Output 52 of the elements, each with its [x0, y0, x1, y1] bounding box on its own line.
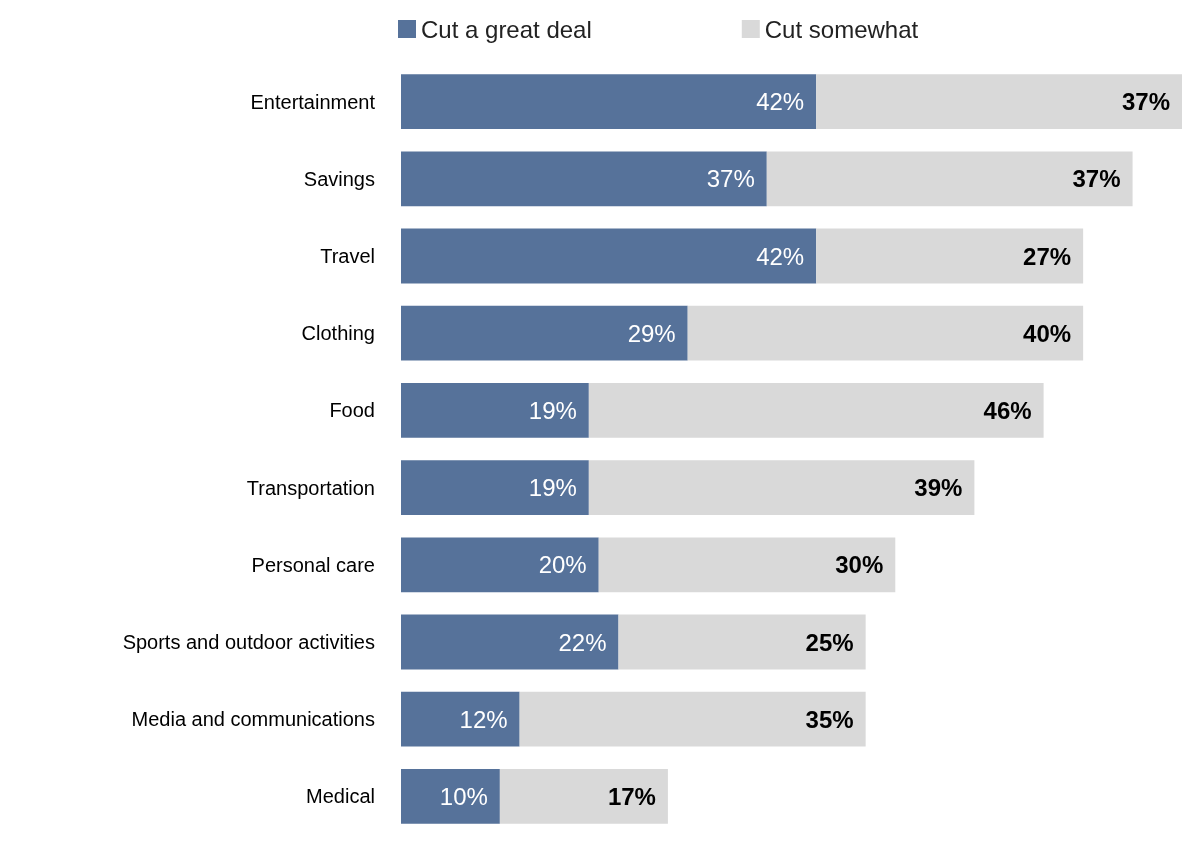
data-label: 22%	[558, 628, 607, 656]
bar	[588, 382, 1044, 438]
bar	[401, 228, 817, 284]
data-label: 10%	[439, 782, 488, 810]
bar	[401, 382, 589, 438]
y-tick-label: Food	[329, 399, 375, 422]
data-label: 29%	[627, 319, 676, 347]
data-label: 19%	[528, 396, 577, 424]
bar	[401, 151, 767, 207]
bar	[401, 305, 688, 361]
bar	[499, 768, 668, 824]
data-label: 17%	[607, 782, 656, 810]
bar	[687, 305, 1084, 361]
data-label: 40%	[1023, 319, 1072, 347]
bar	[598, 537, 896, 593]
data-label: 27%	[1023, 242, 1072, 270]
data-label: 42%	[756, 88, 805, 116]
bar	[401, 74, 817, 130]
data-label: 39%	[914, 474, 963, 502]
y-tick-label: Transportation	[246, 476, 375, 499]
bar	[618, 614, 866, 670]
data-label: 35%	[805, 705, 854, 733]
bar	[401, 691, 520, 747]
y-tick-label: Entertainment	[250, 90, 376, 113]
data-label: 19%	[528, 474, 577, 502]
data-label: 20%	[538, 551, 587, 579]
legend-label: Cut somewhat	[764, 15, 919, 43]
bar	[588, 460, 975, 516]
data-label: 25%	[805, 628, 854, 656]
data-label: 42%	[756, 242, 805, 270]
bar	[401, 537, 599, 593]
bar	[519, 691, 866, 747]
y-tick-label: Sports and outdoor activities	[122, 631, 375, 653]
data-label: 37%	[706, 165, 755, 193]
bar	[401, 460, 589, 516]
data-label: 37%	[1072, 165, 1121, 193]
data-label: 37%	[1121, 88, 1170, 116]
bar	[816, 74, 1182, 130]
bar	[401, 614, 619, 670]
bar	[766, 151, 1133, 207]
y-tick-label: Medical	[306, 785, 375, 808]
legend-label: Cut a great deal	[421, 15, 592, 43]
data-label: 30%	[835, 551, 884, 579]
y-tick-label: Travel	[320, 245, 375, 267]
data-label: 12%	[459, 705, 508, 733]
y-tick-label: Clothing	[301, 322, 375, 345]
data-label: 46%	[983, 396, 1032, 424]
y-tick-label: Personal care	[251, 553, 375, 576]
y-tick-label: Media and communications	[131, 708, 375, 731]
bar	[816, 228, 1084, 284]
bar	[401, 768, 500, 824]
y-tick-label: Savings	[303, 167, 375, 190]
